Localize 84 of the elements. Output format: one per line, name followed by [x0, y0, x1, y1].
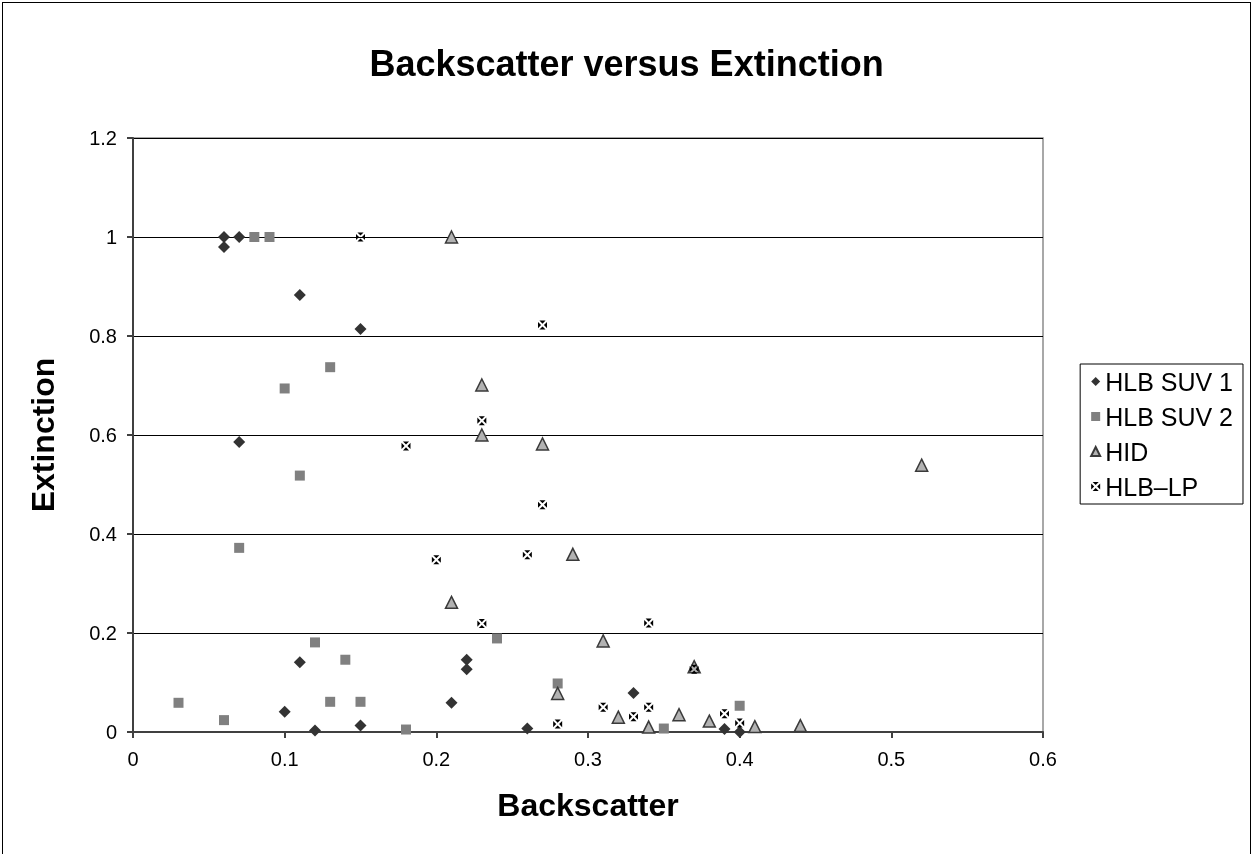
point — [401, 724, 411, 735]
legend-label: HLB SUV 2 — [1105, 402, 1234, 431]
point — [325, 362, 336, 373]
point — [672, 707, 686, 722]
point — [309, 724, 321, 737]
point — [460, 653, 473, 666]
point — [522, 550, 532, 560]
point — [477, 416, 487, 426]
point — [294, 470, 305, 481]
point — [552, 678, 563, 689]
point — [219, 715, 229, 726]
point — [475, 378, 489, 392]
point — [444, 230, 459, 244]
point — [340, 654, 351, 665]
point — [293, 656, 306, 669]
point — [354, 323, 367, 336]
point — [325, 696, 336, 707]
point — [644, 702, 654, 712]
point — [734, 700, 745, 711]
x-tick-label: 0.6 — [1029, 748, 1057, 770]
y-tick-label: 1.2 — [89, 127, 117, 149]
point — [356, 232, 365, 242]
point — [475, 428, 489, 442]
point — [553, 719, 563, 729]
point — [264, 232, 275, 242]
point — [566, 547, 580, 562]
point — [611, 710, 626, 724]
x-tick-label: 0.4 — [725, 748, 754, 770]
point — [748, 719, 762, 734]
point — [733, 726, 746, 738]
point — [444, 595, 459, 610]
point — [658, 723, 669, 734]
y-tick-label: 0.2 — [89, 622, 117, 644]
x-tick-label: 0.3 — [574, 748, 602, 770]
point — [401, 441, 411, 451]
point — [173, 697, 184, 708]
point — [249, 232, 260, 242]
point — [538, 500, 547, 510]
point — [735, 718, 745, 728]
point — [718, 723, 731, 736]
point — [233, 435, 246, 448]
point — [293, 288, 306, 301]
point — [234, 542, 245, 553]
point — [598, 702, 608, 712]
point — [535, 437, 550, 451]
point — [596, 634, 610, 648]
point — [445, 696, 458, 709]
point — [550, 686, 565, 701]
x-tick-label: 0 — [127, 748, 139, 770]
x-tick-label: 0.5 — [877, 748, 906, 770]
point — [431, 555, 441, 565]
point — [702, 714, 717, 728]
point — [354, 719, 367, 732]
y-tick-label: 0 — [105, 721, 117, 743]
point — [310, 637, 320, 648]
y-axis-title: Extinction — [25, 357, 61, 513]
point — [538, 320, 547, 330]
point — [629, 712, 638, 722]
point — [914, 458, 929, 472]
point — [492, 633, 502, 644]
legend-label: HID — [1105, 437, 1149, 466]
point — [278, 705, 291, 718]
legend-label: HLB SUV 1 — [1105, 367, 1234, 396]
x-tick-label: 0.1 — [270, 748, 299, 770]
point — [355, 696, 366, 707]
point — [644, 618, 654, 628]
point — [477, 619, 487, 629]
y-tick-label: 0.6 — [89, 424, 117, 446]
y-tick-label: 0.8 — [89, 325, 117, 347]
point — [233, 231, 246, 243]
point — [627, 686, 640, 699]
x-axis-title: Backscatter — [497, 787, 679, 823]
point — [218, 231, 230, 243]
x-tick-label: 0.2 — [422, 748, 451, 770]
point — [720, 709, 729, 719]
point — [460, 663, 473, 676]
chart-title: Backscatter versus Extinction — [369, 42, 884, 84]
legend-label: HLB–LP — [1105, 472, 1199, 501]
point — [793, 718, 808, 733]
point — [279, 383, 290, 394]
point — [641, 720, 656, 734]
y-tick-label: 0.4 — [89, 523, 117, 545]
point — [521, 722, 534, 735]
y-tick-label: 1 — [105, 226, 117, 248]
